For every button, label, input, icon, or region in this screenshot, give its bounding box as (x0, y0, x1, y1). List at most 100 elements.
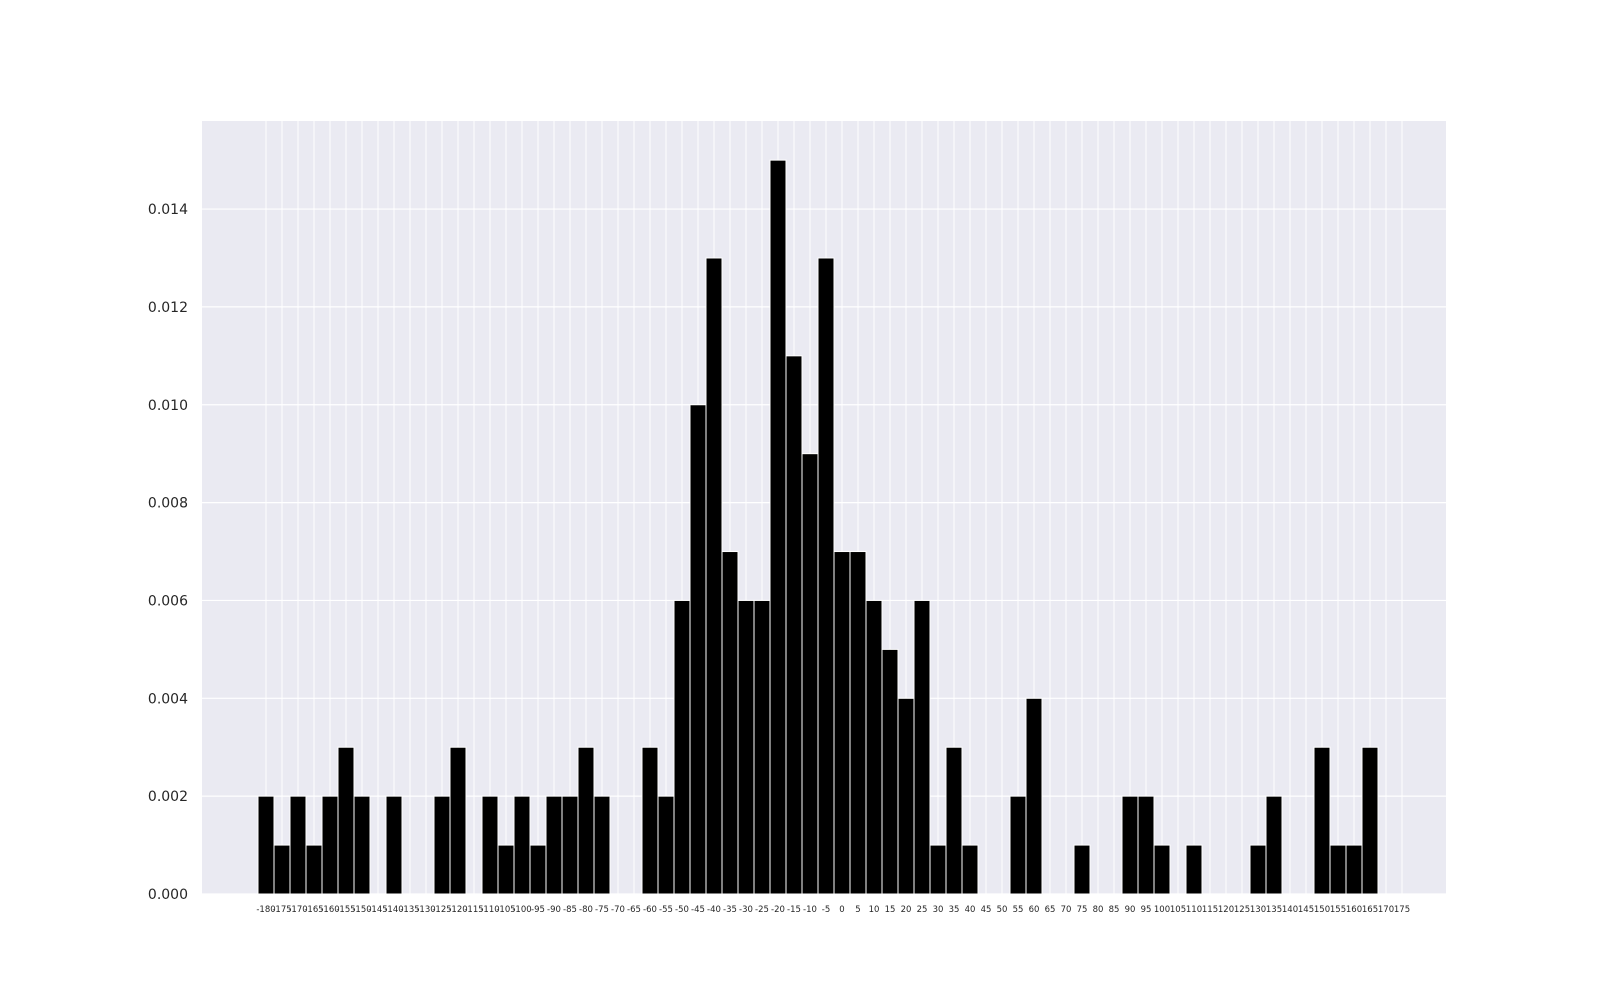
x-tick-label: -130 (416, 905, 435, 915)
bar (1345, 844, 1363, 895)
y-tick-label: 0.008 (148, 496, 188, 512)
y-axis-ticks: 0.000 0.002 0.004 0.006 0.008 0.010 0.012 0.014 (148, 202, 188, 903)
bar (705, 257, 723, 895)
bar (1329, 844, 1347, 895)
bar (849, 551, 867, 895)
bar (929, 844, 947, 895)
bar (833, 551, 851, 895)
x-tick-label: 135 (1266, 905, 1282, 915)
bar (561, 795, 579, 895)
x-tick-label: -70 (611, 905, 625, 915)
x-tick-label: 165 (1362, 905, 1378, 915)
x-tick-label: -175 (272, 905, 291, 915)
x-tick-label: -55 (659, 905, 673, 915)
x-tick-label: 75 (1077, 905, 1088, 915)
bar (289, 795, 307, 895)
bar (257, 795, 275, 895)
bar (545, 795, 563, 895)
bar (673, 599, 691, 895)
bar (593, 795, 611, 895)
bar (273, 844, 291, 895)
y-tick-label: 0.014 (148, 202, 188, 218)
x-tick-label: 160 (1346, 905, 1362, 915)
x-tick-label: 85 (1109, 905, 1120, 915)
x-tick-label: -150 (352, 905, 371, 915)
y-tick-label: 0.010 (148, 398, 188, 414)
x-tick-label: -165 (304, 905, 323, 915)
x-tick-label: 60 (1029, 905, 1040, 915)
bar (497, 844, 515, 895)
x-tick-label: -105 (496, 905, 515, 915)
x-tick-label: -10 (803, 905, 817, 915)
x-tick-label: -60 (643, 905, 657, 915)
x-tick-label: -135 (400, 905, 419, 915)
x-tick-label: 90 (1125, 905, 1136, 915)
bar (1025, 697, 1043, 895)
x-tick-label: -180 (256, 905, 275, 915)
x-tick-label: -100 (512, 905, 531, 915)
x-tick-label: -125 (432, 905, 451, 915)
bar (1313, 746, 1331, 895)
bar (449, 746, 467, 895)
x-axis-ticks: -180-175-170-165-160-155-150-145-140-135… (256, 905, 1410, 915)
x-tick-label: -120 (448, 905, 467, 915)
bar (945, 746, 963, 895)
x-tick-label: 110 (1186, 905, 1202, 915)
bar (817, 257, 835, 895)
x-tick-label: 80 (1093, 905, 1104, 915)
x-tick-label: 130 (1250, 905, 1266, 915)
x-tick-label: 55 (1013, 905, 1024, 915)
x-tick-label: 175 (1394, 905, 1410, 915)
bar (881, 648, 899, 895)
x-tick-label: 145 (1298, 905, 1314, 915)
x-tick-label: -140 (384, 905, 403, 915)
x-tick-label: -110 (480, 905, 499, 915)
x-tick-label: 70 (1061, 905, 1072, 915)
bar (305, 844, 323, 895)
y-tick-label: 0.002 (148, 789, 188, 805)
x-tick-label: -35 (723, 905, 737, 915)
bar (1137, 795, 1155, 895)
x-tick-label: 45 (981, 905, 992, 915)
x-tick-label: -115 (464, 905, 483, 915)
x-tick-label: 95 (1141, 905, 1152, 915)
x-tick-label: -5 (822, 905, 830, 915)
bar (321, 795, 339, 895)
x-tick-label: 115 (1202, 905, 1218, 915)
x-tick-label: 15 (885, 905, 896, 915)
bar (961, 844, 979, 895)
bar (641, 746, 659, 895)
bar (753, 599, 771, 895)
bar (353, 795, 371, 895)
y-tick-label: 0.004 (148, 691, 188, 707)
x-tick-label: 25 (917, 905, 928, 915)
bar (1009, 795, 1027, 895)
bar (769, 159, 787, 895)
x-tick-label: -80 (579, 905, 593, 915)
x-tick-label: -15 (787, 905, 801, 915)
y-tick-label: 0.006 (148, 593, 188, 609)
x-tick-label: 105 (1170, 905, 1186, 915)
x-tick-label: -40 (707, 905, 721, 915)
x-tick-label: 20 (901, 905, 912, 915)
x-tick-label: 40 (965, 905, 976, 915)
bar (657, 795, 675, 895)
x-tick-label: 150 (1314, 905, 1330, 915)
bar (1265, 795, 1283, 895)
bar (913, 599, 931, 895)
bar (865, 599, 883, 895)
bar (897, 697, 915, 895)
bars-group (257, 159, 1379, 895)
x-tick-label: 35 (949, 905, 960, 915)
x-tick-label: 50 (997, 905, 1008, 915)
bar (1121, 795, 1139, 895)
x-tick-label: -25 (755, 905, 769, 915)
x-tick-label: 30 (933, 905, 944, 915)
x-tick-label: -145 (368, 905, 387, 915)
bar (337, 746, 355, 895)
bar (1073, 844, 1091, 895)
bar (1153, 844, 1171, 895)
x-tick-label: -160 (320, 905, 339, 915)
x-tick-label: -30 (739, 905, 753, 915)
